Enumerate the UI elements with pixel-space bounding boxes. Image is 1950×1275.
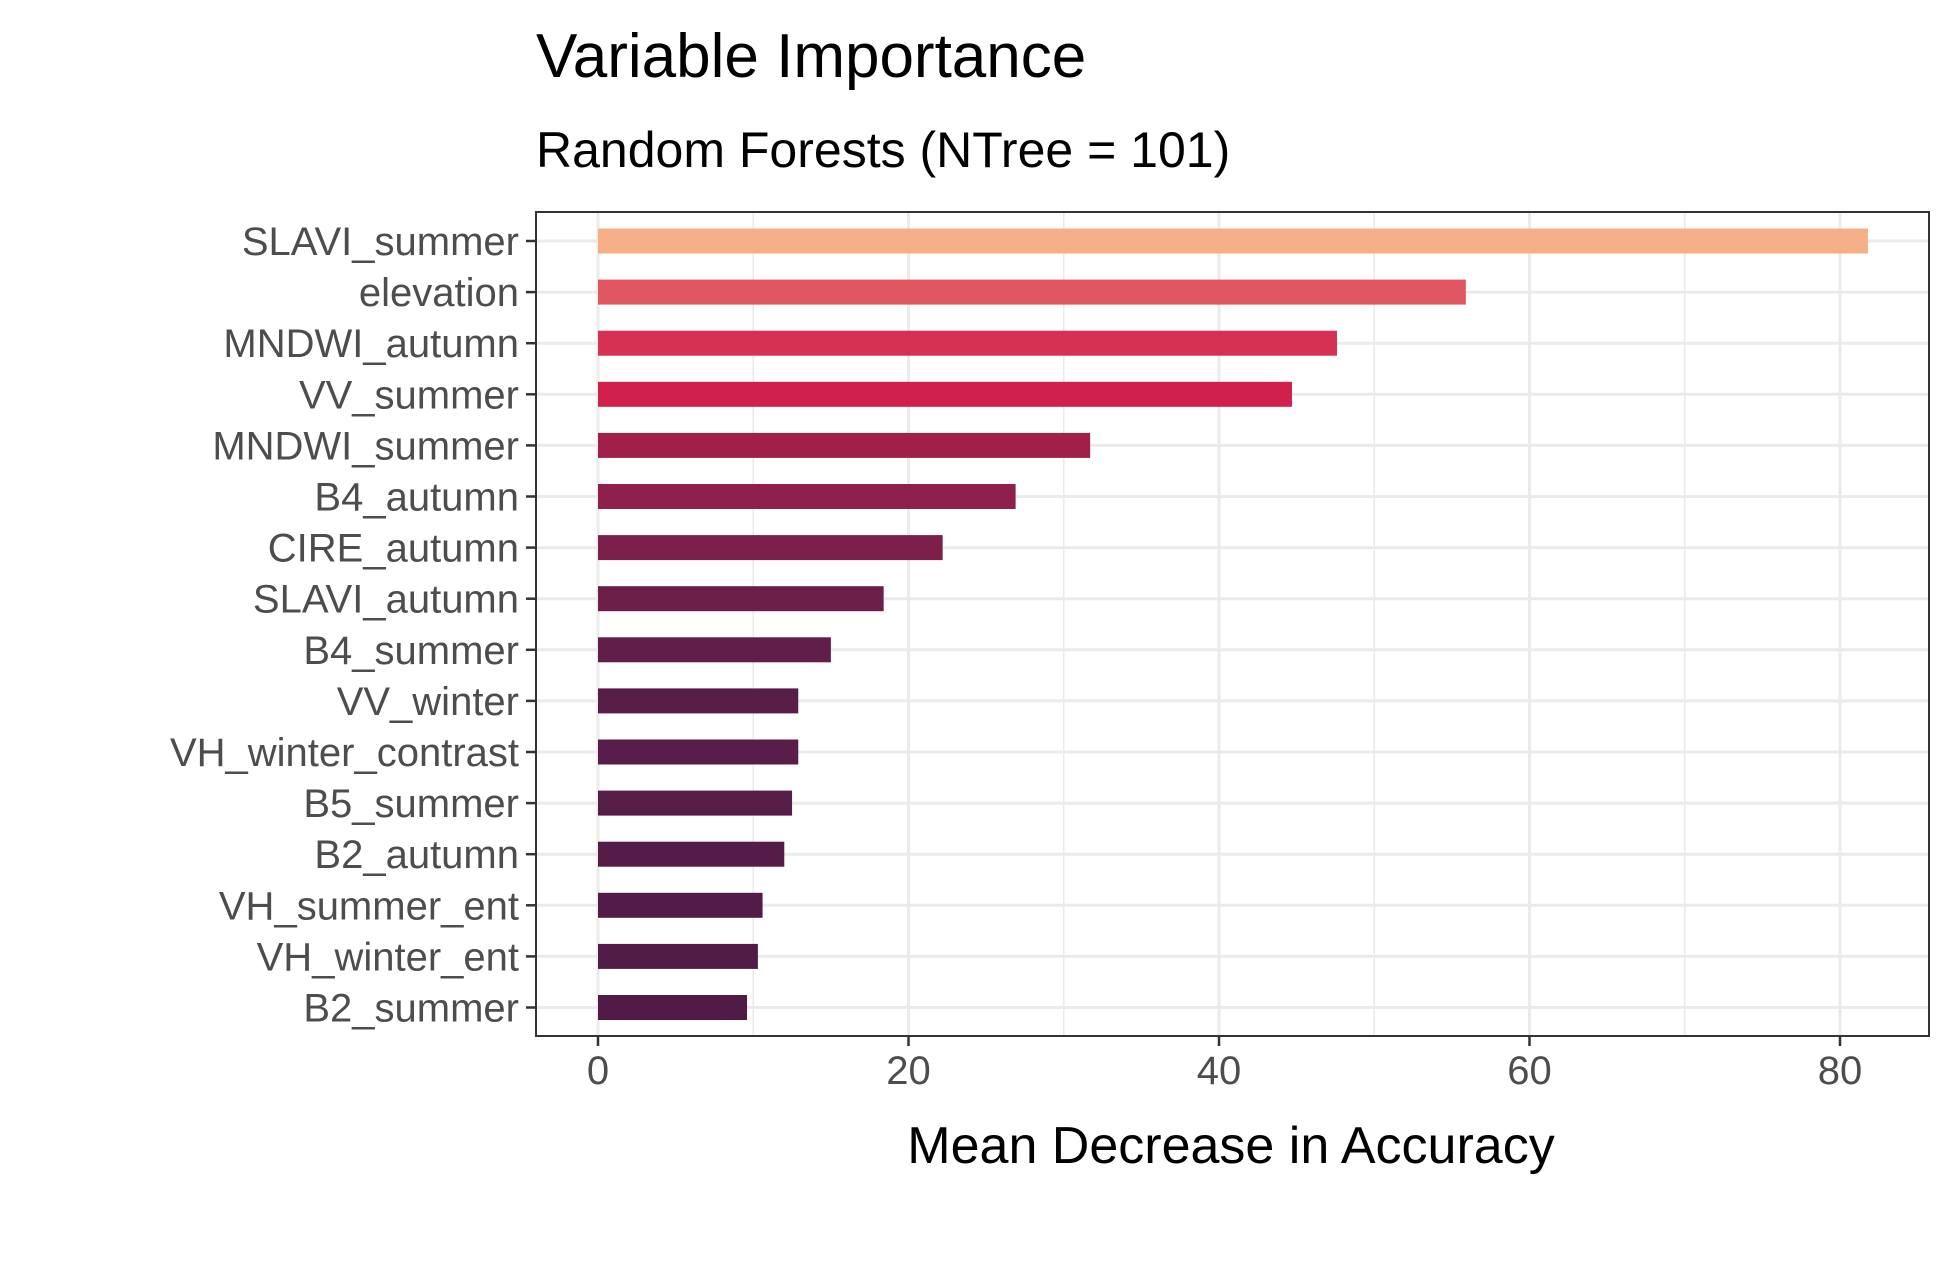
chart-title: Variable Importance — [536, 22, 1086, 91]
y-tick-label: SLAVI_autumn — [253, 578, 519, 622]
x-tick-label: 20 — [886, 1049, 931, 1093]
plot-panel-border — [535, 211, 1930, 1037]
y-tick-label: VH_winter_contrast — [170, 731, 519, 775]
y-tick-label: B2_autumn — [314, 833, 519, 877]
x-tick-label: 60 — [1507, 1049, 1552, 1093]
y-tick-label: VV_summer — [299, 373, 519, 417]
y-axis: SLAVI_summer elevation MNDWI_autumn VV_summ… — [170, 220, 536, 1031]
y-tick-label: B2_summer — [303, 987, 519, 1031]
bar-SLAVI_autumn — [598, 586, 884, 612]
y-tick-label: SLAVI_summer — [242, 220, 519, 264]
x-tick-label: 80 — [1818, 1049, 1863, 1093]
x-axis-label: Mean Decrease in Accuracy — [907, 1117, 1554, 1175]
y-tick-label: B4_summer — [303, 629, 519, 673]
bar-CIRE_autumn — [598, 535, 943, 561]
bar-MNDWI_summer — [598, 432, 1091, 458]
bar-SLAVI_summer — [598, 228, 1868, 254]
bar-VV_winter — [598, 688, 799, 714]
bar-B2_summer — [598, 995, 748, 1020]
y-tick-label: VV_winter — [337, 680, 519, 724]
bar-VH_summer_ent — [598, 892, 763, 918]
bar-B2_autumn — [598, 841, 785, 867]
y-tick-label: B5_summer — [303, 782, 519, 826]
y-tick-label: VH_winter_ent — [257, 935, 519, 979]
y-tick-label: VH_summer_ent — [219, 884, 519, 928]
y-tick-label: B4_autumn — [314, 476, 519, 520]
bar-MNDWI_autumn — [598, 330, 1337, 356]
y-tick-label: MNDWI_summer — [212, 424, 519, 468]
x-axis: 0 20 40 60 80 — [587, 1036, 1862, 1093]
bar-B5_summer — [598, 790, 793, 816]
bar-VV_summer — [598, 381, 1292, 407]
x-tick-label: 0 — [587, 1049, 609, 1093]
y-tick-label: CIRE_autumn — [268, 527, 519, 571]
y-tick-label: elevation — [359, 271, 519, 315]
x-tick-label: 40 — [1197, 1049, 1242, 1093]
chart-subtitle: Random Forests (NTree = 101) — [536, 122, 1230, 178]
y-tick-label: MNDWI_autumn — [223, 322, 519, 366]
bar-B4_autumn — [598, 484, 1016, 509]
plot-bars — [598, 228, 1868, 1020]
bar-VH_winter_ent — [598, 943, 758, 969]
bar-elevation — [598, 279, 1466, 305]
bar-B4_summer — [598, 637, 831, 663]
bar-VH_winter_contrast — [598, 739, 799, 765]
